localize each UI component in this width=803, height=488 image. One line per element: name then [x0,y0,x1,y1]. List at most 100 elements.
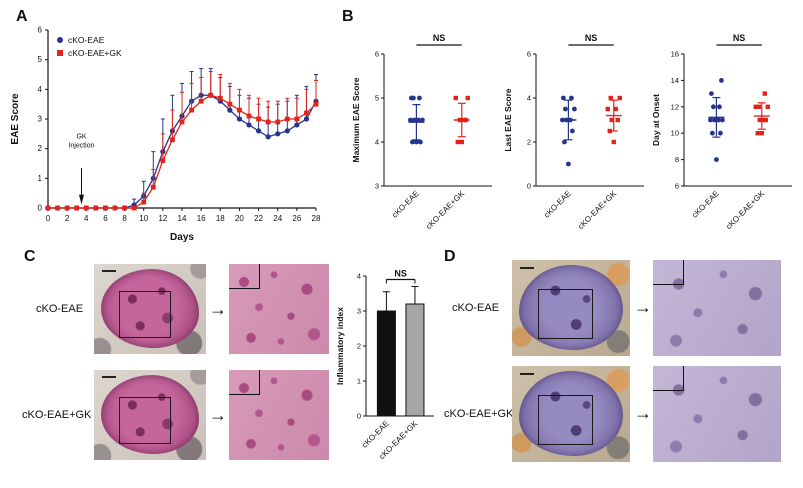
data-point [572,106,577,112]
data-point [759,131,764,136]
histology-lfb-zoom-cko-eae [653,260,781,356]
data-point [408,117,413,123]
inset-box [118,291,172,338]
data-point [275,119,281,125]
data-point [613,106,618,112]
y-tick-label: 1 [357,377,361,386]
data-point [418,139,423,145]
inset-corner-mark [229,370,260,395]
annotation-text: GK [76,133,86,140]
data-point [414,139,419,145]
tissue-section [100,268,200,348]
data-point [563,106,568,112]
data-point [160,158,166,163]
data-point [708,117,713,123]
annotation-text: Injection [68,142,94,149]
ns-label: NS [394,269,407,279]
data-point [64,205,70,211]
y-tick-label: 0 [357,412,361,421]
data-point [712,117,717,123]
y-axis-label: Day at Onset [651,94,661,146]
data-point [455,139,460,145]
y-axis-label: Last EAE Score [503,88,513,152]
data-point [294,122,300,128]
x-tick-label: 22 [254,214,263,223]
x-tick-label: 6 [103,214,108,223]
x-tick-label: 8 [122,214,127,223]
scale-bar [101,376,116,379]
data-point [131,205,137,211]
data-point [757,117,762,123]
category-label: cKO-EAE [690,189,721,220]
x-axis-label: Days [170,232,194,243]
y-tick-label: 3 [357,307,361,316]
data-point [609,117,614,123]
inset-box [537,394,594,445]
row-label-cko-eae: cKO-EAE [452,302,500,314]
data-point [453,95,458,101]
x-tick-label: 20 [235,214,244,223]
data-point [710,130,715,136]
data-point [256,116,261,122]
data-point [265,134,271,140]
data-point [720,117,725,123]
scale-bar [101,270,116,273]
max-eae-scatter-plot: 3 4 5 6 Maximum EAE Score cKO-EAE cKO-EAE+GK NS [351,33,492,231]
data-point [459,139,464,145]
data-point [409,95,414,101]
data-point [410,139,415,145]
y-tick-label: 6 [38,26,43,35]
y-tick-label: 6 [375,50,379,59]
arrow-right-icon: → [634,297,652,317]
arrow-right-icon: → [209,405,227,425]
histology-he-zoom-cko-eae [229,264,329,354]
y-tick-label: 12 [671,102,679,111]
data-point [711,104,716,110]
y-tick-label: 3 [38,115,43,124]
data-point [761,117,766,123]
data-point [275,131,281,137]
data-point [611,139,616,145]
data-point [608,95,613,101]
data-point [718,130,723,136]
x-tick-label: 2 [65,214,70,223]
data-point [74,205,80,211]
y-tick-label: 2 [357,342,361,351]
eae-score-line-chart: 0 2 4 6 8 10 12 14 16 18 20 22 24 26 280123456DaysEAE … [10,26,321,244]
day-at-onset-scatter-plot: 6 8 10 12 14 16 Day at Onset cKO-EAE cKO-EAE+GK N… [651,33,792,231]
y-tick-label: 4 [357,272,361,281]
histology-he-lowmag-cko-eae [94,264,206,354]
data-point [765,104,770,109]
data-point [762,91,767,96]
y-tick-label: 16 [671,50,679,59]
data-point [284,128,290,134]
data-point [141,199,147,205]
x-tick-label: 24 [273,214,282,223]
y-tick-label: 5 [375,94,379,103]
row-label-cko-eae: cKO-EAE [36,303,84,315]
histology-lfb-lowmag-cko-eae [512,260,630,356]
ns-label: NS [433,33,446,43]
row-label-cko-eae-gk: cKO-EAE+GK [22,409,92,421]
data-point [83,205,89,211]
tissue-section [100,374,200,454]
y-tick-label: 2 [527,138,531,147]
inset-box [118,397,172,444]
data-point [303,116,310,122]
data-point [412,117,417,123]
y-axis-label: EAE Score [10,93,21,145]
x-tick-label: 16 [197,214,206,223]
x-tick-label: 0 [46,214,51,223]
data-point [709,91,714,96]
y-tick-label: 4 [375,138,379,147]
inset-corner-mark [653,366,684,391]
data-point [112,205,118,211]
data-point [420,117,425,123]
data-point [716,117,721,123]
data-point [122,205,127,211]
arrow-right-icon: → [209,299,227,319]
data-point [416,117,421,123]
data-point [45,205,51,211]
y-tick-label: 0 [527,182,531,191]
